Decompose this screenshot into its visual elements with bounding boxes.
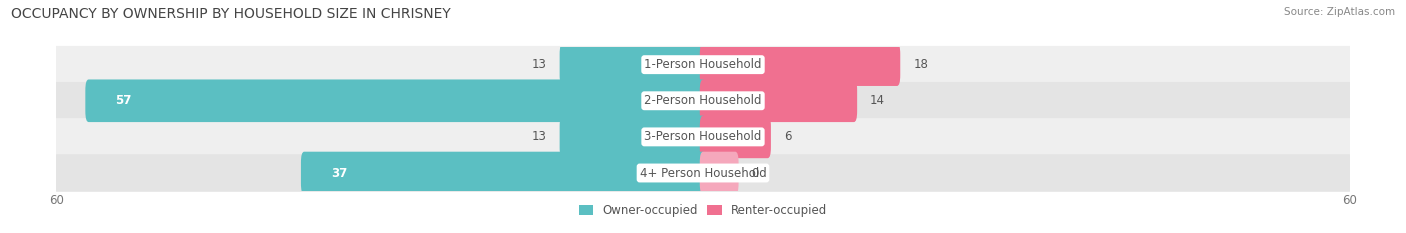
Text: 14: 14	[870, 94, 886, 107]
Text: OCCUPANCY BY OWNERSHIP BY HOUSEHOLD SIZE IN CHRISNEY: OCCUPANCY BY OWNERSHIP BY HOUSEHOLD SIZE…	[11, 7, 451, 21]
Text: 0: 0	[752, 167, 759, 179]
FancyBboxPatch shape	[56, 46, 1350, 83]
FancyBboxPatch shape	[86, 79, 706, 122]
FancyBboxPatch shape	[301, 152, 706, 194]
FancyBboxPatch shape	[700, 43, 900, 86]
Text: 3-Person Household: 3-Person Household	[644, 130, 762, 143]
FancyBboxPatch shape	[56, 82, 1350, 120]
Text: 18: 18	[914, 58, 928, 71]
Text: 4+ Person Household: 4+ Person Household	[640, 167, 766, 179]
Text: 13: 13	[531, 58, 547, 71]
Text: 2-Person Household: 2-Person Household	[644, 94, 762, 107]
Legend: Owner-occupied, Renter-occupied: Owner-occupied, Renter-occupied	[579, 204, 827, 217]
Text: 37: 37	[332, 167, 347, 179]
FancyBboxPatch shape	[700, 79, 858, 122]
Text: Source: ZipAtlas.com: Source: ZipAtlas.com	[1284, 7, 1395, 17]
FancyBboxPatch shape	[700, 116, 770, 158]
Text: 13: 13	[531, 130, 547, 143]
FancyBboxPatch shape	[560, 116, 706, 158]
Text: 1-Person Household: 1-Person Household	[644, 58, 762, 71]
FancyBboxPatch shape	[700, 152, 738, 194]
FancyBboxPatch shape	[560, 43, 706, 86]
Text: 57: 57	[115, 94, 132, 107]
Text: 6: 6	[785, 130, 792, 143]
FancyBboxPatch shape	[56, 118, 1350, 156]
FancyBboxPatch shape	[56, 154, 1350, 192]
